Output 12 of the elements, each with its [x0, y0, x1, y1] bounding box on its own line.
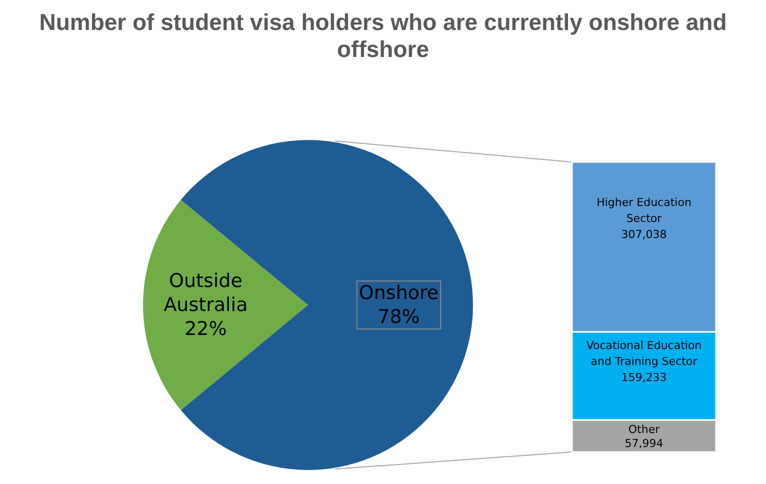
pie-slice	[143, 200, 308, 410]
series-label: Other	[628, 422, 660, 436]
series-label: Vocational Education and Training Sector	[586, 338, 702, 368]
slice-label: Outside Australia	[164, 270, 248, 316]
series-label: Higher Education Sector	[596, 196, 692, 226]
data-label: 57,994	[624, 436, 664, 450]
data-label: 307,038	[621, 228, 667, 242]
chart-title: Number of student visa holders who are currently onshore and offshore	[39, 9, 727, 62]
data-label: 22%	[184, 318, 227, 340]
data-label: 78%	[378, 306, 420, 328]
slice-label: Onshore	[358, 282, 439, 304]
data-label: 159,233	[621, 370, 667, 384]
